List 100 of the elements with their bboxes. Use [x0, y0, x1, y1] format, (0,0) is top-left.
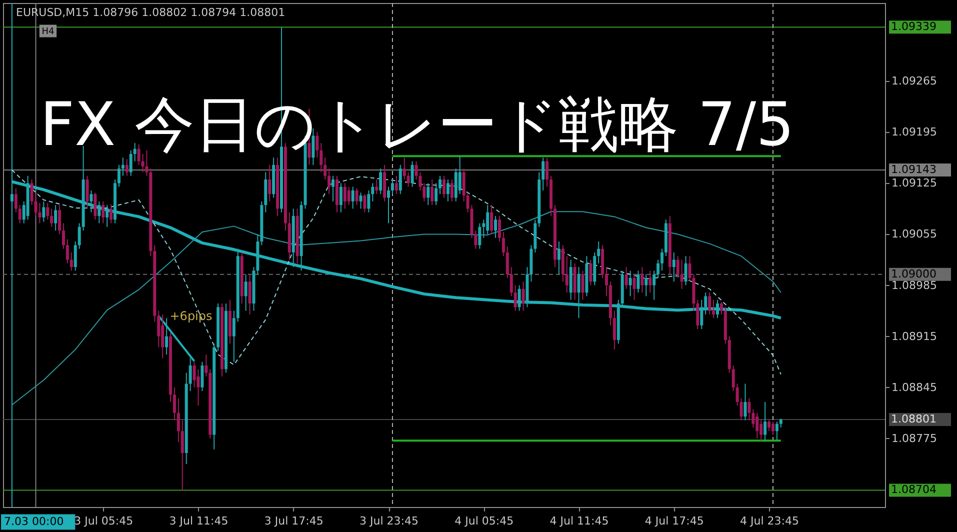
candlestick	[632, 274, 636, 300]
candlestick	[597, 241, 600, 264]
candlestick	[771, 421, 774, 436]
y-tick-label: 1.09125	[892, 176, 937, 190]
x-tick-label: 3 Jul 05:45	[74, 514, 134, 528]
candlestick	[764, 401, 767, 442]
candlestick	[498, 215, 501, 242]
candlestick	[652, 270, 656, 300]
candlestick	[86, 175, 89, 210]
candlestick	[371, 182, 374, 202]
candlestick	[628, 270, 632, 297]
candlestick	[316, 132, 319, 158]
candlestick	[624, 266, 628, 290]
candlestick	[589, 259, 592, 286]
candlestick	[748, 398, 751, 421]
candlestick	[375, 179, 378, 195]
y-tick-label: 1.09265	[892, 74, 937, 88]
candlestick	[442, 175, 446, 198]
candlestick	[406, 172, 410, 188]
y-tick-label: 1.08985	[892, 278, 937, 292]
x-tick-label: 3 Jul 11:45	[169, 514, 228, 528]
candlestick	[165, 318, 168, 356]
candlestick	[446, 179, 450, 202]
candlestick	[752, 408, 755, 428]
ref-line-label: 1.09000	[891, 267, 936, 280]
candlestick	[402, 157, 406, 180]
y-tick-label: 1.08915	[892, 330, 937, 343]
candlestick	[644, 274, 648, 297]
candlestick	[347, 186, 350, 206]
candlestick	[379, 168, 382, 195]
candlestick	[494, 215, 498, 238]
text: 7.03 00:00	[4, 515, 64, 528]
y-tick-label: 1.09195	[892, 126, 937, 139]
candlestick	[506, 246, 509, 278]
candlestick	[232, 310, 236, 362]
candlestick	[605, 266, 608, 297]
candlestick	[98, 200, 101, 224]
candlestick	[172, 386, 176, 421]
candlestick	[161, 314, 164, 359]
candlestick	[343, 182, 346, 210]
candlestick	[339, 182, 342, 213]
candlestick	[612, 310, 616, 350]
candlestick	[196, 368, 200, 406]
candlestick	[18, 204, 22, 224]
candlestick	[490, 204, 494, 235]
y-tick-label: 1.08845	[892, 380, 937, 394]
candlestick	[268, 164, 272, 202]
candlestick	[50, 208, 54, 228]
candlestick	[200, 361, 204, 392]
candlestick	[90, 190, 93, 213]
candlestick	[324, 157, 327, 180]
candlestick	[546, 157, 549, 188]
y-tick-label: 1.08775	[892, 432, 937, 445]
candlestick	[54, 204, 58, 232]
candlestick	[355, 188, 358, 206]
candlestick	[129, 150, 132, 176]
candlestick	[775, 421, 778, 442]
candlestick	[320, 142, 323, 173]
candlestick	[70, 252, 73, 272]
candlestick	[744, 383, 747, 421]
x-tick-label: 4 Jul 17:45	[644, 514, 704, 528]
candlestick	[38, 202, 42, 224]
annotation: H4	[42, 27, 55, 37]
candlestick	[387, 186, 390, 224]
candlestick	[328, 168, 331, 195]
candlestick	[474, 230, 478, 250]
candlestick	[660, 248, 664, 272]
candlestick	[672, 252, 676, 282]
candlestick	[390, 179, 394, 195]
candlestick	[522, 281, 525, 312]
candlestick	[648, 270, 652, 294]
candlestick	[486, 204, 490, 235]
candlestick	[426, 182, 430, 206]
candlestick	[125, 158, 128, 176]
y-tick-label: 1.09055	[892, 228, 937, 241]
candlestick	[565, 256, 568, 294]
candlestick	[176, 398, 180, 443]
candlestick	[450, 179, 454, 202]
candlestick	[332, 175, 335, 202]
ref-line-label: 1.09339	[891, 20, 936, 34]
x-tick-label: 3 Jul 17:45	[264, 514, 324, 528]
candlestick	[78, 222, 81, 250]
candlestick	[74, 241, 77, 272]
candlestick	[180, 420, 184, 492]
candlestick	[458, 156, 462, 195]
candlestick	[510, 266, 513, 297]
candlestick	[430, 179, 434, 206]
candlestick	[94, 192, 97, 220]
candlestick	[110, 204, 113, 224]
candlestick	[708, 292, 712, 315]
candlestick	[66, 238, 69, 264]
candlestick	[732, 365, 735, 392]
candlestick	[756, 412, 759, 439]
ref-line-label: 1.09143	[891, 163, 936, 176]
candlestick	[248, 274, 252, 315]
ref-line-label: 1.08801	[891, 412, 936, 426]
candlestick	[102, 200, 105, 224]
candlestick	[46, 202, 50, 220]
candlestick	[760, 420, 763, 442]
candlestick	[740, 398, 743, 421]
